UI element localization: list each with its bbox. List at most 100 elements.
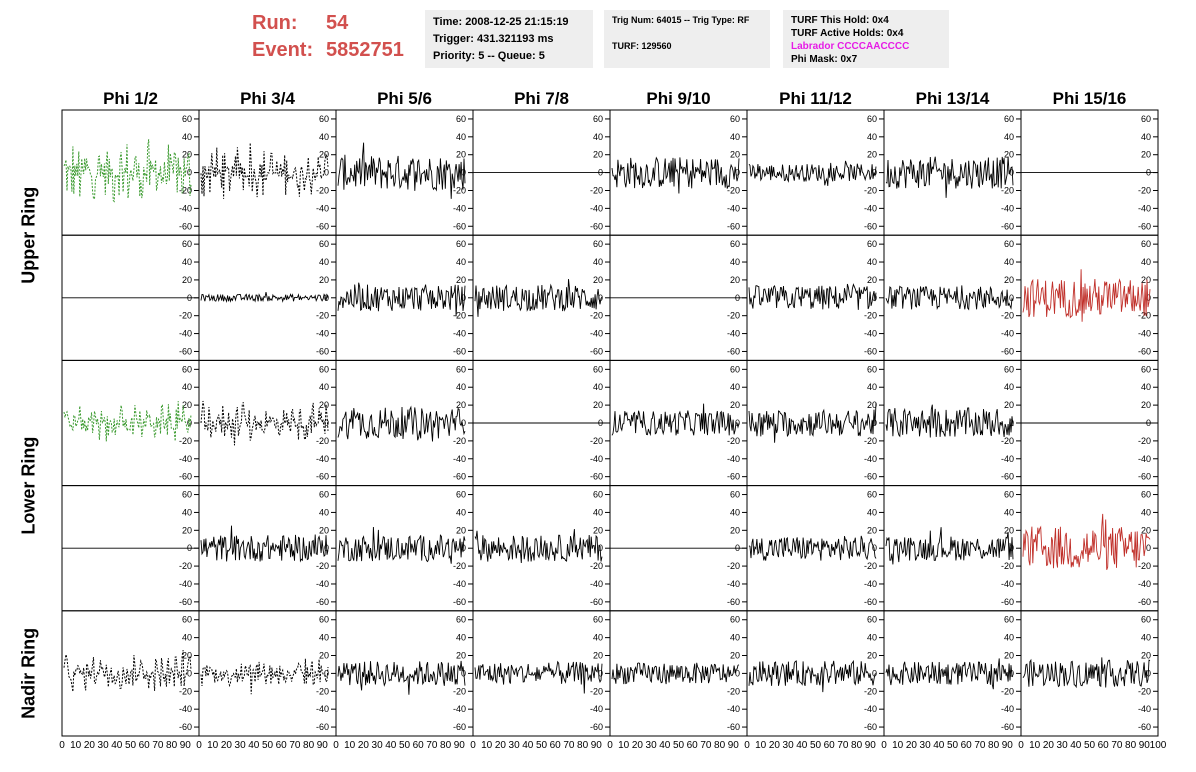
y-tick-label: -40 <box>316 203 329 213</box>
y-tick-label: 40 <box>319 633 329 643</box>
x-tick-label: 20 <box>769 740 781 751</box>
y-tick-label: 20 <box>867 275 877 285</box>
y-tick-label: 20 <box>1004 651 1014 661</box>
x-tick-label: 80 <box>714 740 726 751</box>
turf-hold-text: TURF This Hold: 0x4 <box>791 15 889 26</box>
y-tick-label: -20 <box>316 185 329 195</box>
y-tick-label: 40 <box>319 507 329 517</box>
x-tick-label: 20 <box>632 740 644 751</box>
y-tick-label: 20 <box>867 150 877 160</box>
y-tick-label: 60 <box>1004 364 1014 374</box>
subplot-frame <box>198 485 337 612</box>
x-tick-label: 50 <box>125 740 137 751</box>
x-tick-label: 90 <box>454 740 466 751</box>
y-tick-label: -40 <box>1138 329 1151 339</box>
x-tick-label: 20 <box>358 740 370 751</box>
y-tick-label: -60 <box>590 597 603 607</box>
y-tick-label: -20 <box>1138 185 1151 195</box>
x-tick-label: 100 <box>1150 740 1167 751</box>
y-tick-label: 20 <box>867 525 877 535</box>
x-tick-label: 50 <box>1084 740 1096 751</box>
y-tick-label: 60 <box>456 490 466 500</box>
y-tick-label: 40 <box>456 132 466 142</box>
y-tick-label: -60 <box>864 722 877 732</box>
time-info-panel: Time: 2008-12-25 21:15:19 Trigger: 431.3… <box>425 10 593 68</box>
y-tick-label: -20 <box>316 311 329 321</box>
y-tick-label: -60 <box>1001 221 1014 231</box>
y-tick-label: 20 <box>1141 400 1151 410</box>
waveform-trace <box>200 400 329 446</box>
x-tick-label: 80 <box>577 740 589 751</box>
y-tick-label: -60 <box>453 722 466 732</box>
y-tick-label: 20 <box>319 150 329 160</box>
y-tick-label: 40 <box>730 633 740 643</box>
x-tick-label: 70 <box>289 740 301 751</box>
y-tick-label: 60 <box>1004 239 1014 249</box>
x-tick-label: 70 <box>700 740 712 751</box>
x-tick-label: 0 <box>470 740 476 751</box>
priority-text: Priority: 5 -- Queue: 5 <box>433 50 545 62</box>
x-tick-label: 50 <box>262 740 274 751</box>
y-tick-label: 60 <box>456 114 466 124</box>
x-tick-label: 80 <box>988 740 1000 751</box>
y-tick-label: -40 <box>179 579 192 589</box>
y-tick-label: 60 <box>867 364 877 374</box>
x-tick-label: 50 <box>399 740 411 751</box>
y-tick-label: 60 <box>1141 239 1151 249</box>
x-tick-label: 60 <box>413 740 425 751</box>
y-tick-label: 0 <box>872 168 877 178</box>
y-tick-label: 20 <box>319 275 329 285</box>
waveform-trace <box>474 660 603 694</box>
y-tick-label: -60 <box>179 472 192 482</box>
y-tick-label: 40 <box>593 382 603 392</box>
x-tick-label: 0 <box>881 740 887 751</box>
y-tick-label: -60 <box>864 472 877 482</box>
x-tick-label: 20 <box>906 740 918 751</box>
waveform-trace <box>200 658 329 695</box>
y-tick-label: 60 <box>1141 615 1151 625</box>
y-tick-label: -20 <box>864 185 877 195</box>
y-tick-label: -20 <box>1001 311 1014 321</box>
y-tick-label: 20 <box>456 150 466 160</box>
run-value: 54 <box>326 12 349 34</box>
y-tick-label: 40 <box>182 382 192 392</box>
y-tick-label: 20 <box>182 400 192 410</box>
y-tick-label: 20 <box>1004 400 1014 410</box>
column-header: Phi 1/2 <box>103 89 158 108</box>
y-tick-label: 0 <box>735 418 740 428</box>
y-tick-label: -60 <box>453 346 466 356</box>
y-tick-label: -20 <box>590 436 603 446</box>
waveform-trace <box>1022 513 1151 570</box>
y-tick-label: -20 <box>453 436 466 446</box>
x-tick-label: 40 <box>933 740 945 751</box>
x-tick-label: 60 <box>550 740 562 751</box>
trig-num-text: Trig Num: 64015 -- Trig Type: RF <box>612 15 750 25</box>
y-tick-label: 0 <box>872 668 877 678</box>
y-tick-label: -20 <box>727 561 740 571</box>
y-tick-label: -20 <box>1001 561 1014 571</box>
y-tick-label: 60 <box>867 114 877 124</box>
x-tick-label: 10 <box>618 740 630 751</box>
waveform-trace <box>748 535 877 561</box>
waveform-trace <box>474 529 603 564</box>
y-tick-label: -40 <box>864 704 877 714</box>
x-tick-label: 90 <box>591 740 603 751</box>
y-tick-label: -60 <box>316 221 329 231</box>
x-tick-label: 50 <box>673 740 685 751</box>
waveform-trace <box>200 142 329 199</box>
y-tick-label: -20 <box>316 561 329 571</box>
waveform-trace <box>611 156 740 194</box>
y-tick-label: 20 <box>456 400 466 410</box>
waveform-trace <box>748 402 877 443</box>
x-tick-label: 0 <box>59 740 65 751</box>
x-tick-label: 90 <box>1002 740 1014 751</box>
y-tick-label: 0 <box>735 168 740 178</box>
y-tick-label: 40 <box>456 257 466 267</box>
y-tick-label: -60 <box>316 597 329 607</box>
y-tick-label: 40 <box>867 132 877 142</box>
y-tick-label: -20 <box>316 436 329 446</box>
waveform-trace <box>200 292 329 304</box>
labrador-text: Labrador CCCCAACCCC <box>791 41 910 52</box>
y-tick-label: 40 <box>593 633 603 643</box>
